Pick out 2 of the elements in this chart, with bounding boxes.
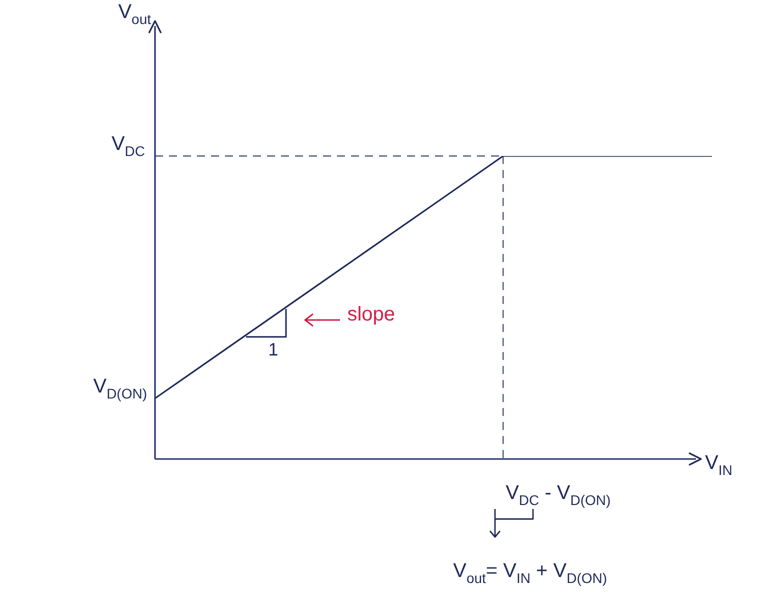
annotation: slope [347, 304, 396, 326]
annotation: 1 [268, 340, 278, 360]
